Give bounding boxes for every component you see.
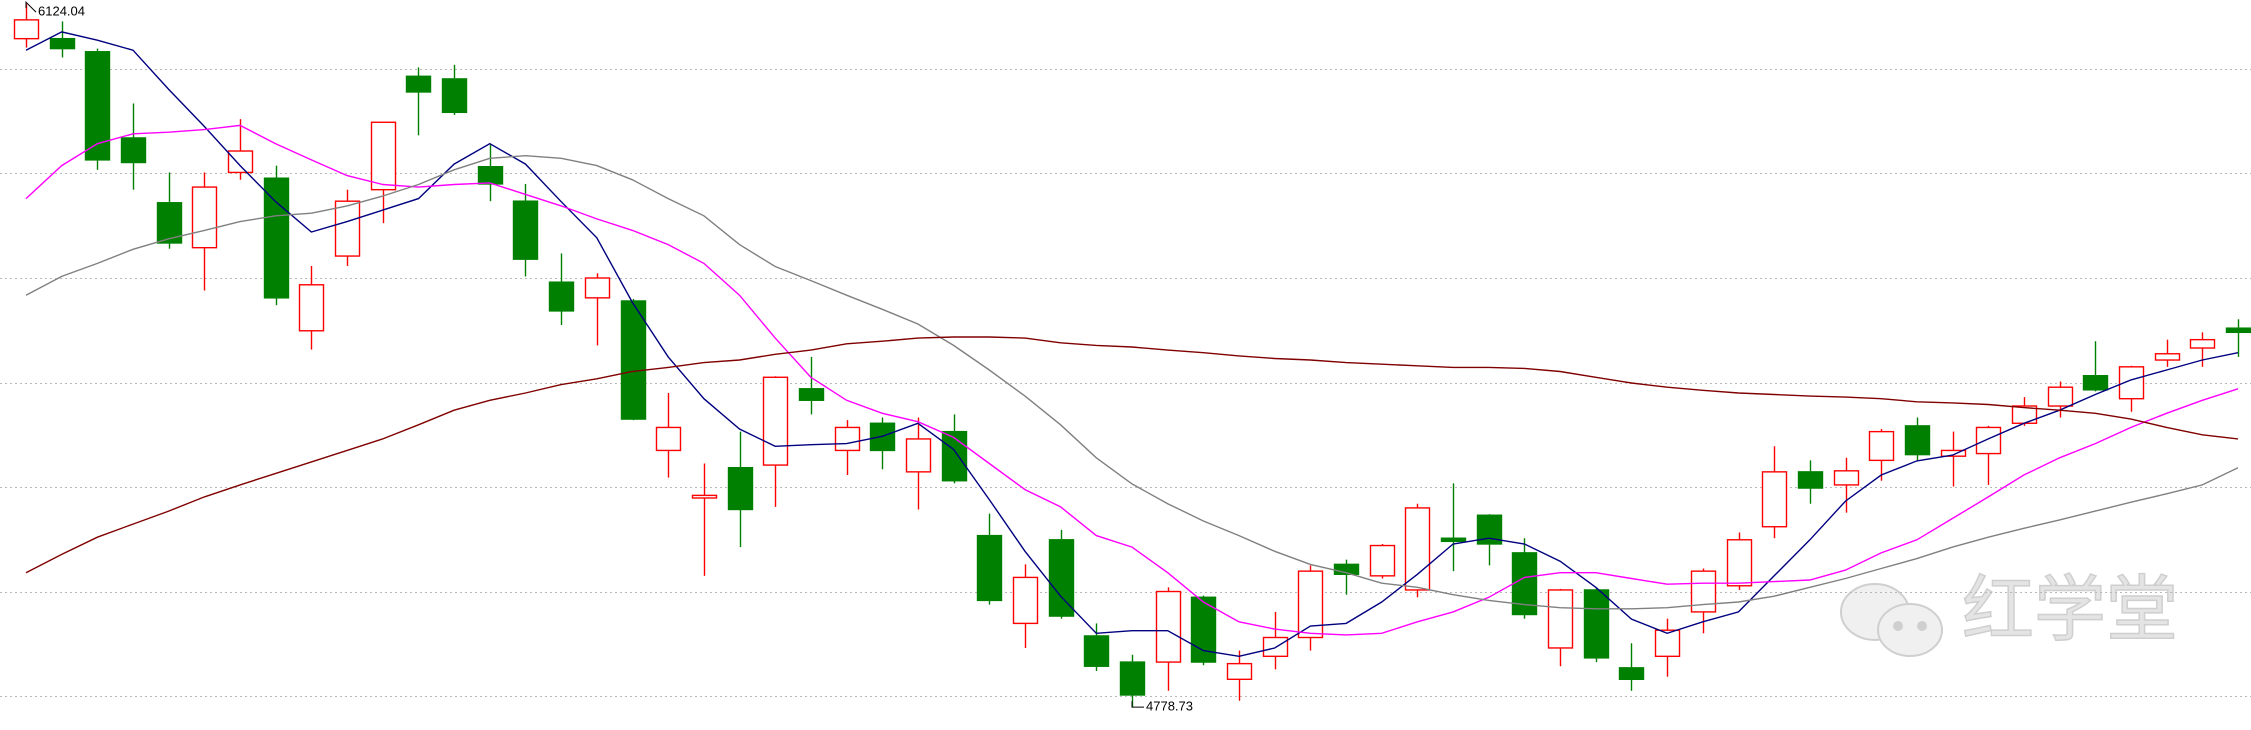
candle-body <box>1583 589 1610 659</box>
candle-body <box>1833 470 1860 486</box>
watermark-logo <box>1840 583 1943 657</box>
annotation: 4778.73 <box>1146 699 1193 714</box>
candle-body <box>762 376 789 466</box>
candle-body <box>1868 430 1895 462</box>
candle-body <box>655 426 682 452</box>
watermark: 红学堂 <box>1962 568 2178 652</box>
candle-body <box>1547 589 1574 649</box>
candle-body <box>2189 338 2216 349</box>
candle-body <box>1618 667 1645 681</box>
candle-body <box>691 494 718 499</box>
candle-body <box>191 186 218 249</box>
candle-body <box>405 75 432 93</box>
candle-body <box>905 438 932 473</box>
candle-body <box>548 281 575 312</box>
candle-body <box>1797 471 1824 489</box>
candle-body <box>584 277 611 299</box>
candle-body <box>1904 425 1931 456</box>
candle-body <box>1083 635 1110 667</box>
moving-average-line <box>25 124 2239 636</box>
candle-body <box>1654 629 1681 658</box>
candle-body <box>13 19 40 40</box>
candle-body <box>1048 539 1075 617</box>
moving-average-line <box>25 154 2239 610</box>
candle-body <box>2225 327 2251 334</box>
candle-body <box>298 284 325 332</box>
candle-body <box>227 150 254 174</box>
moving-average-line <box>25 31 2239 658</box>
candle-body <box>1012 576 1039 625</box>
candle-body <box>1440 537 1467 543</box>
candle-body <box>1119 661 1146 696</box>
candle-body <box>727 466 754 511</box>
annotation: 6124.04 <box>38 4 85 19</box>
candle-body <box>370 121 397 191</box>
candle-body <box>263 177 290 299</box>
candle-body <box>941 430 968 482</box>
candle-body <box>1975 426 2002 455</box>
candle-body <box>2047 386 2074 407</box>
annotation-pointer <box>25 0 37 13</box>
candle-body <box>477 165 504 185</box>
moving-average-line <box>25 336 2239 574</box>
candle-body <box>49 37 76 50</box>
candle-body <box>2082 375 2109 391</box>
candle-body <box>512 200 539 260</box>
candle-body <box>798 388 825 401</box>
candle-body <box>1404 507 1431 591</box>
candle-body <box>1369 544 1396 577</box>
candle-body <box>2154 353 2181 361</box>
candle-body <box>1226 662 1253 681</box>
candle-body <box>334 200 361 257</box>
candle-body <box>1297 570 1324 639</box>
annotation-pointer <box>1131 701 1144 708</box>
candle-body <box>120 137 147 164</box>
candle-body <box>620 300 647 420</box>
candle-body <box>976 534 1003 602</box>
candle-body <box>1940 449 1967 457</box>
candle-body <box>1761 471 1788 528</box>
candle-body <box>834 426 861 452</box>
candle-body <box>1155 590 1182 663</box>
candle-body <box>1726 539 1753 587</box>
candle-body <box>441 78 468 114</box>
